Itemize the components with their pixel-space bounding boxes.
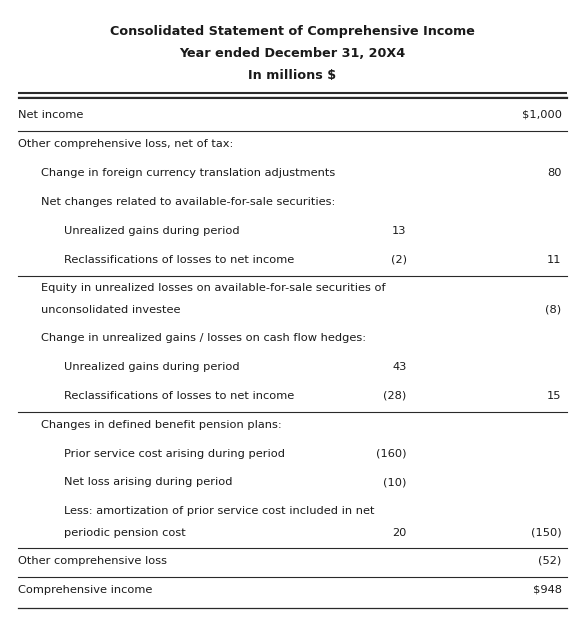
- Text: (2): (2): [391, 255, 407, 265]
- Text: 11: 11: [547, 255, 562, 265]
- Text: unconsolidated investee: unconsolidated investee: [41, 305, 180, 315]
- Text: Net changes related to available-for-sale securities:: Net changes related to available-for-sal…: [41, 197, 335, 207]
- Text: Year ended December 31, 20X4: Year ended December 31, 20X4: [180, 47, 405, 60]
- Text: Reclassifications of losses to net income: Reclassifications of losses to net incom…: [64, 255, 295, 265]
- Text: $1,000: $1,000: [522, 110, 562, 120]
- Text: 13: 13: [392, 226, 407, 236]
- Text: Change in foreign currency translation adjustments: Change in foreign currency translation a…: [41, 168, 335, 178]
- Text: (10): (10): [383, 477, 407, 488]
- Text: Other comprehensive loss: Other comprehensive loss: [18, 555, 167, 566]
- Text: $948: $948: [532, 585, 562, 594]
- Text: periodic pension cost: periodic pension cost: [64, 528, 186, 537]
- Text: Change in unrealized gains / losses on cash flow hedges:: Change in unrealized gains / losses on c…: [41, 333, 366, 343]
- Text: Unrealized gains during period: Unrealized gains during period: [64, 362, 240, 372]
- Text: (28): (28): [383, 390, 407, 401]
- Text: 80: 80: [547, 168, 562, 178]
- Text: Consolidated Statement of Comprehensive Income: Consolidated Statement of Comprehensive …: [110, 25, 475, 38]
- Text: Reclassifications of losses to net income: Reclassifications of losses to net incom…: [64, 390, 295, 401]
- Text: In millions $: In millions $: [249, 69, 336, 82]
- Text: (160): (160): [376, 449, 407, 459]
- Text: Net loss arising during period: Net loss arising during period: [64, 477, 233, 488]
- Text: Changes in defined benefit pension plans:: Changes in defined benefit pension plans…: [41, 420, 282, 429]
- Text: Less: amortization of prior service cost included in net: Less: amortization of prior service cost…: [64, 505, 375, 516]
- Text: 15: 15: [547, 390, 562, 401]
- Text: Net income: Net income: [18, 110, 83, 120]
- Text: Equity in unrealized losses on available-for-sale securities of: Equity in unrealized losses on available…: [41, 282, 386, 293]
- Text: Unrealized gains during period: Unrealized gains during period: [64, 226, 240, 236]
- Text: (150): (150): [531, 528, 562, 537]
- Text: (8): (8): [545, 305, 562, 315]
- Text: Comprehensive income: Comprehensive income: [18, 585, 152, 594]
- Text: 43: 43: [392, 362, 407, 372]
- Text: 20: 20: [392, 528, 407, 537]
- Text: Other comprehensive loss, net of tax:: Other comprehensive loss, net of tax:: [18, 139, 233, 149]
- Text: Prior service cost arising during period: Prior service cost arising during period: [64, 449, 285, 459]
- Text: (52): (52): [538, 555, 562, 566]
